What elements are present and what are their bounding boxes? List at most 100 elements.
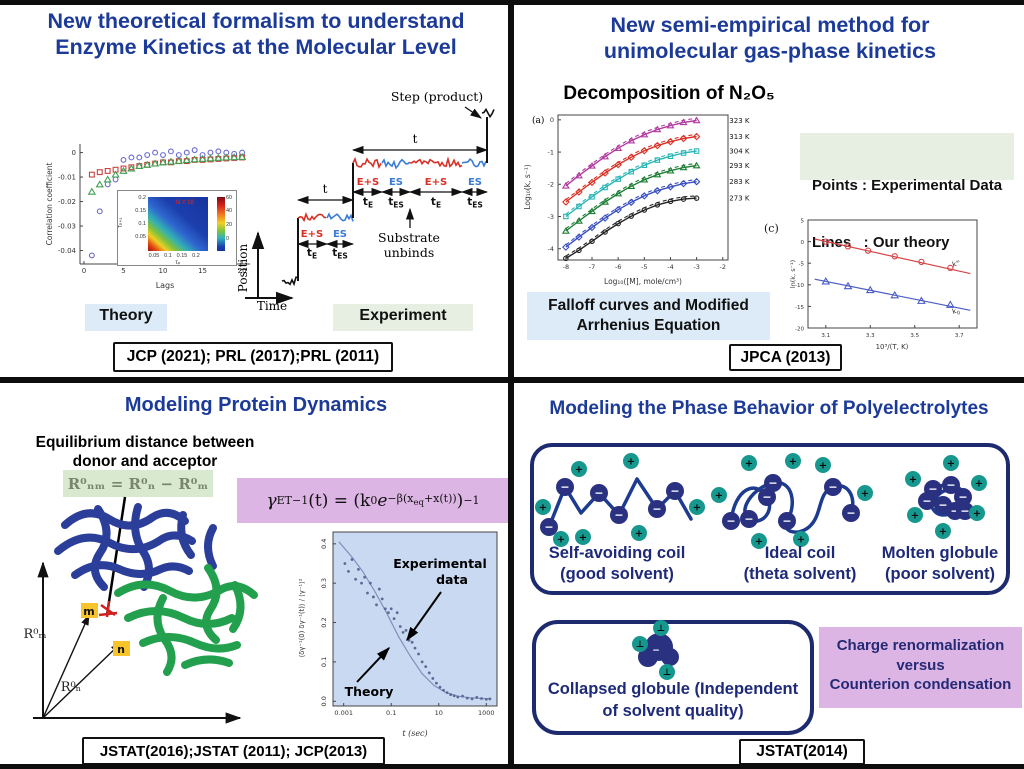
svg-text:tE: tE [363,196,373,210]
svg-text:10: 10 [159,267,168,275]
arrh-ylabel: ln(k, s⁻¹) [789,260,797,288]
tr-citation: JPCA (2013) [729,344,842,371]
svg-text:+: + [939,526,947,537]
decomposition-heading: Decomposition of N₂O₅ [563,83,775,104]
svg-text:⊥: ⊥ [636,640,644,650]
svg-text:-4: -4 [667,263,673,271]
heatmap-inset: N = 10 0.2 0.15 0.1 0.05 0.05 0.1 0.15 0… [117,190,237,266]
falloff-caption-line1: Falloff curves and Modified [548,297,749,314]
svg-text:0.1: 0.1 [320,657,328,667]
svg-text:E+S: E+S [301,229,323,240]
charge-renormalization-box: Charge renormalization versus Counterion… [819,627,1022,708]
svg-text:tES: tES [332,247,348,261]
residue-m-tag: m [81,603,98,618]
svg-text:−: − [762,491,771,504]
inset-xtick: 0.1 [164,253,172,259]
svg-text:E+S: E+S [425,177,447,188]
svg-text:0.4: 0.4 [320,539,328,549]
theory-label: Theory [345,684,394,699]
svg-text:0: 0 [801,240,805,246]
svg-text:3.7: 3.7 [955,333,964,339]
svg-text:293 K: 293 K [729,162,750,170]
svg-text:0.001: 0.001 [334,709,353,717]
experimental-data-label: Experimental [393,556,487,571]
svg-text:304 K: 304 K [729,148,750,156]
svg-text:tE: tE [307,247,317,261]
svg-text:+: + [947,458,955,469]
step-product-annotation: Step (product) [391,89,483,119]
svg-text:t: t [413,132,418,146]
heatmap-annotation: N = 10 [176,200,194,206]
svg-text:-15: -15 [795,305,804,311]
svg-text:+: + [557,534,565,545]
svg-text:283 K: 283 K [729,178,750,186]
svg-text:−: − [938,499,947,512]
svg-text:+: + [693,502,701,513]
coordinate-axes [33,561,242,724]
svg-text:+: + [575,464,583,475]
svg-text:-6: -6 [615,263,621,271]
corr-xlabel: Lags [156,281,175,290]
svg-text:−: − [922,495,931,508]
svg-text:ES: ES [389,177,403,188]
svg-text:−: − [652,503,661,516]
distance-vector-equation: R⁰ₙₘ = R⁰ₙ − R⁰ₘ [63,470,213,497]
svg-text:20: 20 [238,267,247,275]
legend-line1: Points : Experimental Data [812,177,1003,194]
svg-text:5: 5 [121,267,125,275]
svg-text:-0.03: -0.03 [58,222,76,230]
inset-cbar-tick: 60 [226,195,233,201]
tl-citation: JCP (2021); PRL (2017);PRL (2011) [113,342,393,372]
svg-text:E+S: E+S [357,177,379,188]
falloff-curves-chart: -8 -7 -6 -5 -4 -3 -2 0 -1 -2 -3 -4 323 K 313 K 304 K 29… [523,114,750,286]
svg-text:−: − [950,505,959,518]
svg-text:0.1: 0.1 [386,709,396,717]
svg-text:-3: -3 [693,263,699,271]
svg-text:−: − [614,509,623,522]
svg-text:−: − [782,515,791,528]
decay-xlabel: t (sec) [402,729,427,738]
svg-text:0: 0 [82,267,86,275]
svg-text:-5: -5 [641,263,647,271]
self-avoiding-coil-label: Self-avoiding coil (good solvent) [548,544,686,583]
svg-text:−: − [544,521,553,534]
experimental-data-arrow [406,591,442,642]
svg-text:tE: tE [431,196,441,210]
eqdist-line1: Equilibrium distance between [35,434,255,451]
points-lines-legend: Points : Experimental Data Lines : Our t… [800,133,1014,251]
k-infinity-label: k∞ [951,258,961,268]
svg-text:−: − [594,487,603,500]
svg-text:−: − [958,491,967,504]
substrate-unbinds-annotation: Substrate unbinds [378,207,440,260]
corr-ylabel: Correlation coefficient [45,163,54,246]
svg-text:+: + [819,460,827,471]
protein-structure-diagram: R⁰ₘ R⁰ₙ m n [24,496,258,724]
position-time-axes: Position Time [236,231,294,313]
svg-text:Substrate: Substrate [378,230,440,245]
falloff-ylabel: Log₁₀(k, s⁻¹) [523,164,532,209]
svg-text:⊥: ⊥ [663,668,671,678]
svg-text:3.3: 3.3 [866,333,875,339]
svg-text:-20: -20 [795,326,804,332]
svg-text:5: 5 [801,218,805,224]
svg-text:unbinds: unbinds [384,245,435,260]
svg-text:−: − [846,507,855,520]
svg-text:0: 0 [550,116,554,124]
svg-text:+: + [797,534,805,545]
svg-text:+: + [755,536,763,547]
svg-text:+: + [745,458,753,469]
ideal-coil-label: Ideal coil (theta solvent) [743,544,857,583]
svg-text:+: + [973,508,981,519]
svg-text:-3: -3 [548,213,554,221]
svg-text:−: − [652,646,660,656]
inset-xtick: 0.05 [148,253,160,259]
inset-ytick: 0.15 [135,208,146,214]
heatmap-surface [148,197,208,251]
svg-text:0: 0 [72,149,76,157]
svg-text:-1: -1 [548,148,554,156]
gamma-et-equation: γ ET −1 (t) = (k 0 e −β(xeq+x(t))) −1 [237,478,509,523]
bl-citation: JSTAT(2016);JSTAT (2011); JCP(2013) [82,737,385,765]
blue-protein-ribbon [54,503,217,591]
collapsed-globule-label: Collapsed globule (Independent of solven… [547,680,799,720]
